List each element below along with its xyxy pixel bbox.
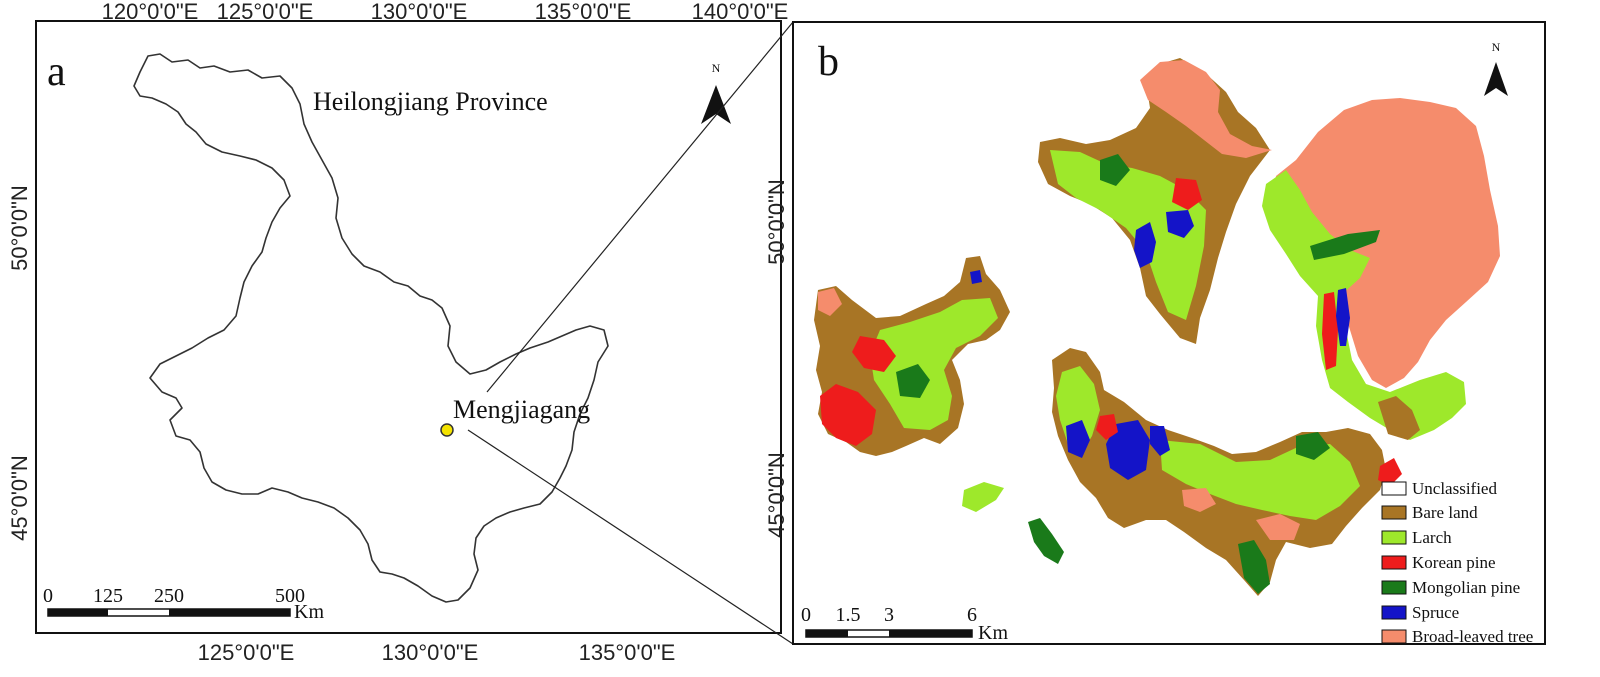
- lon-label-top: 125°0'0"E: [217, 0, 314, 24]
- map-patch: [1296, 432, 1330, 460]
- map-patch: [1182, 488, 1216, 512]
- map-patch: [962, 482, 1004, 512]
- map-patch: [1028, 518, 1064, 564]
- lon-label-top: 120°0'0"E: [102, 0, 199, 24]
- scale-unit: Km: [294, 601, 324, 623]
- province-label: Heilongjiang Province: [313, 87, 548, 116]
- map-patch: [970, 270, 982, 284]
- map-patch: [1322, 292, 1338, 370]
- lat-label: 50°0'0"N: [7, 185, 32, 271]
- map-patch: [1270, 98, 1500, 388]
- scale-tick: 6: [967, 604, 977, 626]
- legend-label: Korean pine: [1412, 553, 1496, 572]
- legend-swatch: [1381, 605, 1407, 620]
- zoom-connector-bottom: [467, 429, 794, 645]
- map-patch: [1378, 396, 1420, 440]
- scale-tick: 250: [154, 585, 184, 607]
- province-outline: [133, 53, 609, 603]
- map-patch: [1262, 170, 1466, 440]
- north-label: N: [1492, 40, 1501, 54]
- lon-label-bottom: 135°0'0"E: [579, 640, 676, 665]
- legend-label: Bare land: [1412, 503, 1478, 522]
- map-patch: [1150, 426, 1170, 456]
- map-patch: [1160, 440, 1360, 520]
- legend-label: Broad-leaved tree: [1412, 627, 1533, 646]
- north-arrow-icon: [701, 85, 731, 124]
- map-patch: [896, 364, 930, 398]
- map-patch: [1256, 514, 1300, 540]
- panel-a-letter: a: [47, 49, 66, 95]
- map-patch: [1106, 420, 1150, 480]
- scale-tick: 0: [43, 585, 53, 607]
- map-patch: [1166, 210, 1194, 238]
- legend-label: Mongolian pine: [1412, 578, 1520, 597]
- legend-label: Larch: [1412, 528, 1452, 547]
- lon-label-bottom: 125°0'0"E: [198, 640, 295, 665]
- lat-label: 45°0'0"N: [7, 455, 32, 541]
- legend: Unclassified Bare land Larch Korean pine…: [1381, 479, 1533, 646]
- legend-swatch: [1381, 555, 1407, 570]
- lat-label: 45°0'0"N: [764, 452, 789, 538]
- classification-map: [814, 58, 1500, 596]
- map-patch: [818, 288, 842, 316]
- scale-bar-a: [47, 608, 291, 617]
- scale-tick: 500: [275, 585, 305, 607]
- panel-b-letter: b: [818, 39, 839, 85]
- legend-swatch: [1381, 629, 1407, 644]
- lat-label: 50°0'0"N: [764, 179, 789, 265]
- legend-swatch: [1381, 505, 1407, 520]
- zoom-connector-top: [486, 21, 794, 393]
- site-label: Mengjiagang: [453, 395, 590, 424]
- map-patch: [1066, 420, 1090, 458]
- map-patch: [870, 298, 998, 430]
- scale-tick: 3: [884, 604, 894, 626]
- map-patch: [1100, 154, 1130, 186]
- lon-label-top: 140°0'0"E: [692, 0, 789, 24]
- legend-label: Spruce: [1412, 603, 1459, 622]
- map-patch: [820, 384, 876, 446]
- north-arrow-icon: [1484, 62, 1508, 96]
- legend-swatch: [1381, 481, 1407, 496]
- map-patch: [1336, 288, 1350, 346]
- map-patch: [1140, 60, 1272, 158]
- map-patch: [1172, 178, 1202, 210]
- lon-label-top: 135°0'0"E: [535, 0, 632, 24]
- lon-label-bottom: 130°0'0"E: [382, 640, 479, 665]
- panel-a: 120°0'0"E 125°0'0"E 130°0'0"E 135°0'0"E …: [7, 0, 788, 665]
- lon-label-top: 130°0'0"E: [371, 0, 468, 24]
- map-patch: [1310, 230, 1380, 260]
- legend-label: Unclassified: [1412, 479, 1497, 498]
- panel-b: b 50°0'0"N 45°0'0"N N: [764, 21, 1546, 646]
- map-patch: [852, 336, 896, 372]
- map-patch: [1096, 414, 1118, 440]
- panel-a-frame: [35, 20, 782, 634]
- scale-unit: Km: [978, 622, 1008, 644]
- scale-bar-b: [805, 629, 973, 638]
- scale-tick: 0: [801, 604, 811, 626]
- legend-swatch: [1381, 580, 1407, 595]
- scale-tick: 1.5: [836, 604, 861, 626]
- legend-swatch: [1381, 530, 1407, 545]
- map-patch: [1134, 222, 1156, 268]
- map-patch: [1238, 540, 1270, 594]
- north-label: N: [712, 61, 721, 75]
- map-patch: [1378, 458, 1402, 486]
- scale-tick: 125: [93, 585, 123, 607]
- map-patch: [1050, 150, 1206, 320]
- site-marker: [440, 423, 454, 437]
